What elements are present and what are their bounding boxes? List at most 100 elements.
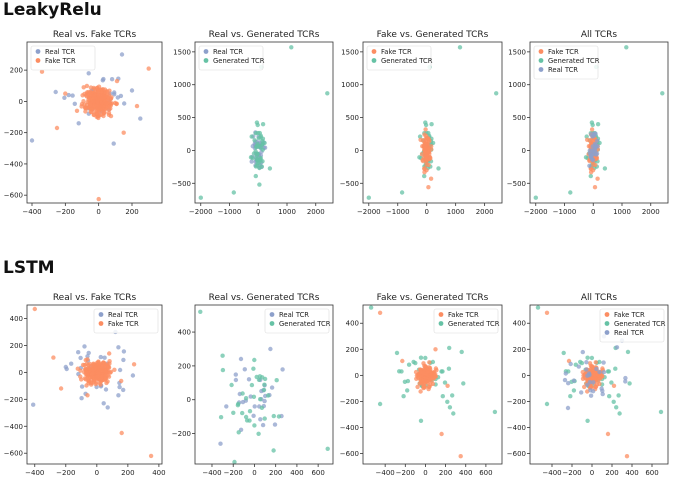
point-generated [231,410,236,415]
axes-frame [26,41,163,204]
point-real [117,367,123,373]
point-generated [252,357,257,363]
point-generated [258,397,263,402]
point-fake [582,384,587,390]
y-tick-label: −500 [340,180,359,188]
point-generated [198,195,203,200]
point-fake [400,358,405,364]
point-fake [81,99,86,104]
point-fake [131,362,137,367]
point-generated [271,413,276,419]
point-generated [614,405,619,410]
x-tick-label: 0 [591,208,595,216]
x-tick-label: 1000 [613,208,631,216]
point-real [224,404,229,409]
y-tick-label: −200 [172,430,191,438]
point-generated [260,375,265,380]
point-fake [429,147,434,152]
point-fake [426,386,431,392]
point-fake [611,383,617,388]
panel-4: All TCRs −2000 −1000 0 1000 2000 −500 0 500 1000 1… [507,30,669,216]
x-tick-label: 200 [121,469,134,477]
point-fake [148,453,154,459]
point-fake [86,97,91,102]
point-real [251,413,256,418]
point-real [588,152,594,158]
point-fake [63,91,68,96]
y-tick-label: 0 [522,372,526,380]
point-real [566,381,571,386]
panel-1: Real vs. Fake TCRs −400 −200 0 200 −600 −400 −2… [4,30,163,216]
point-real [79,396,84,401]
point-generated [252,423,257,428]
point-fake [432,372,437,377]
y-tick-label: 0 [19,98,23,106]
point-generated [325,91,330,96]
point-real [590,144,595,149]
x-tick-label: 0 [256,208,260,216]
point-fake [114,101,119,106]
point-real [593,143,599,149]
point-real [585,382,590,388]
scatter-points [31,306,154,459]
y-tick-label: 1000 [508,81,526,89]
point-fake [426,185,431,190]
point-fake [146,66,151,71]
point-generated [445,399,450,404]
point-fake [87,91,92,96]
point-generated [258,157,263,163]
legend-marker-fake [371,49,377,54]
point-fake [418,389,423,394]
point-generated [402,379,408,384]
x-tick-label: 2000 [642,208,660,216]
point-real [262,398,267,404]
x-tick-label: 2000 [307,208,325,216]
point-fake [91,112,97,118]
point-fake [596,379,601,384]
point-real [258,417,263,422]
point-fake [595,176,600,181]
point-generated [544,401,550,407]
legend-marker-generated [203,58,209,63]
point-generated [397,369,402,374]
point-real [600,388,605,393]
point-real [568,361,573,367]
point-generated [535,305,541,310]
point-generated [606,369,612,374]
x-tick-label: 200 [605,469,618,477]
axes-frame [362,41,503,204]
point-real [66,92,71,98]
point-generated [446,366,452,371]
legend-marker-real [203,49,209,54]
axes-frame [529,41,669,204]
legend-label: Generated TCR [381,57,433,65]
legend-label: Real TCR [45,48,75,56]
legend-label: Fake TCR [548,48,579,56]
y-tick-label: 200 [513,346,526,354]
point-real [579,390,584,395]
point-real [623,379,628,384]
point-real [601,360,606,365]
point-fake [88,109,94,115]
panel-title: Real vs. Fake TCRs [53,293,137,303]
point-generated [401,394,406,399]
y-tick-label: 1000 [173,81,191,89]
legend-label: Fake TCR [108,320,139,328]
legend-label: Generated TCR [448,320,500,328]
section-title-lstm: LSTM [3,258,55,278]
x-tick-label: 400 [152,469,165,477]
point-real [250,144,255,149]
point-fake [428,367,433,372]
point-generated [366,195,371,200]
point-generated [368,305,374,310]
point-generated [422,173,427,179]
point-generated [602,166,608,171]
point-real [563,371,568,376]
scatter-points [198,45,330,200]
point-generated [229,382,234,388]
point-real [103,387,109,392]
